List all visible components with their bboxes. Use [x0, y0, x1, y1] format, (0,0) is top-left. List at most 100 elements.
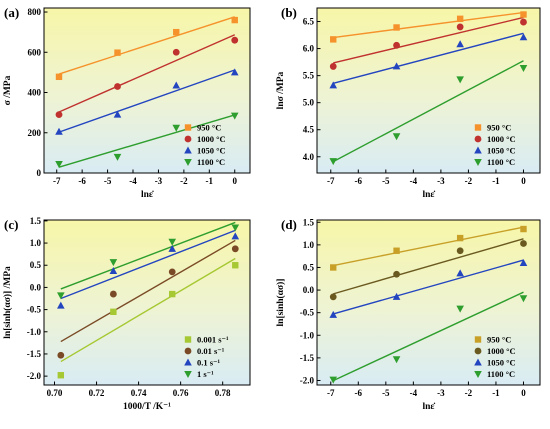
legend-marker — [184, 135, 192, 143]
plot-frame — [316, 219, 541, 386]
x-tick-label: -4 — [129, 176, 137, 186]
data-point — [113, 153, 122, 161]
y-tick-label: 4.5 — [303, 125, 315, 135]
panel-label: (a) — [4, 5, 19, 20]
plot-frame — [316, 7, 541, 174]
data-point — [55, 73, 63, 81]
y-tick-label: 6.5 — [303, 17, 315, 27]
x-tick-label: 0.70 — [47, 388, 63, 398]
y-tick-label: -0.5 — [300, 308, 315, 318]
data-point — [456, 15, 464, 23]
legend-label: 1050 °C — [197, 146, 226, 156]
series-4 — [55, 112, 239, 168]
x-tick-label: -1 — [492, 176, 500, 186]
data-point — [456, 40, 464, 48]
x-tick-label: -5 — [382, 176, 390, 186]
series-2 — [329, 240, 527, 301]
data-point — [392, 356, 401, 364]
fit-line-series-4 — [58, 114, 235, 168]
plot-frame — [43, 7, 251, 174]
data-point — [329, 293, 337, 301]
data-point — [109, 259, 118, 267]
x-tick-label: -3 — [155, 176, 163, 186]
series-1 — [55, 16, 238, 81]
data-point — [456, 269, 464, 277]
legend-marker — [184, 358, 192, 366]
x-tick-label: 0.78 — [215, 388, 231, 398]
legend-label: 1050 °C — [487, 146, 516, 156]
x-axis-label: lnε̇ — [423, 401, 436, 412]
data-point — [519, 295, 528, 303]
legend-label: 1050 °C — [487, 358, 516, 368]
data-point — [230, 112, 239, 120]
legend-label: 0.001 s⁻¹ — [197, 335, 229, 345]
fit-line-series-3 — [333, 32, 524, 84]
x-tick-label: -1 — [206, 176, 214, 186]
data-point — [393, 24, 400, 31]
data-point — [330, 36, 337, 43]
data-point — [330, 264, 337, 271]
legend-label: 1100 °C — [487, 369, 515, 379]
data-point — [456, 23, 464, 31]
y-tick-label: -1.0 — [300, 330, 315, 340]
y-tick-label: 400 — [28, 88, 42, 98]
fit-line-series-2 — [60, 239, 236, 343]
data-point — [329, 310, 338, 318]
data-point — [231, 232, 240, 240]
series-1 — [57, 262, 239, 379]
data-point — [109, 290, 117, 298]
y-tick-label: 1.0 — [303, 240, 315, 250]
legend-marker — [474, 146, 482, 154]
legend-label: 1 s⁻¹ — [197, 369, 214, 379]
y-axis-label: σ /MPa — [3, 75, 13, 105]
legend-marker — [184, 146, 192, 154]
data-point — [168, 268, 176, 276]
y-tick-label: 800 — [28, 7, 42, 17]
fit-line-series-4 — [60, 221, 236, 290]
x-tick-label: -2 — [465, 388, 473, 398]
x-axis-label: lnε̇ — [141, 189, 154, 200]
series-3 — [329, 258, 528, 318]
x-tick-label: 0.72 — [89, 388, 105, 398]
y-axis-label: ln[sinh(ασ)] /MPa — [2, 266, 13, 339]
data-point — [172, 81, 181, 89]
chart-panel-3: 0.70 0.72 0.74 0.76 0.78-2.0-1.5-1.0-0.50.00… — [2, 216, 251, 412]
data-point — [392, 62, 401, 70]
data-point — [231, 224, 240, 232]
legend-marker — [474, 159, 482, 166]
series-3 — [55, 68, 239, 135]
data-point — [519, 33, 528, 41]
data-point — [329, 63, 337, 70]
y-tick-label: 1.5 — [303, 217, 315, 227]
series-2 — [57, 245, 239, 359]
x-tick-label: -7 — [53, 176, 61, 186]
data-point — [393, 270, 400, 278]
panel-label: (c) — [4, 217, 18, 232]
data-point — [519, 258, 528, 266]
chart-panel-2: -7 -6 -5 -4 -3 -2 -1 0 4.0 4.5 5.0 5.5 6.0 6.5 lnε̇ lnσ… — [276, 5, 541, 200]
y-tick-label: -0.5 — [27, 305, 42, 315]
series-3 — [57, 232, 240, 309]
data-point — [109, 267, 118, 275]
legend-marker — [184, 371, 192, 378]
data-point — [456, 76, 464, 84]
data-point — [57, 292, 65, 300]
y-tick-label: 0.5 — [30, 260, 42, 270]
data-point — [168, 244, 177, 252]
y-tick-label: 1.0 — [30, 238, 42, 248]
fit-line-series-2 — [58, 34, 236, 113]
data-point — [168, 238, 177, 246]
legend-label: 950 °C — [487, 335, 511, 345]
data-point — [172, 48, 180, 56]
x-tick-label: 0 — [521, 388, 526, 398]
fit-line-series-4 — [332, 60, 524, 163]
data-point — [231, 245, 239, 253]
legend-marker — [474, 358, 482, 366]
y-tick-label: 0 — [37, 168, 42, 178]
fit-lines — [58, 16, 236, 168]
legend-label: 950 °C — [197, 123, 221, 133]
series-2 — [329, 18, 527, 70]
fit-line-series-4 — [332, 291, 524, 382]
legend-label: 1000 °C — [197, 134, 226, 144]
